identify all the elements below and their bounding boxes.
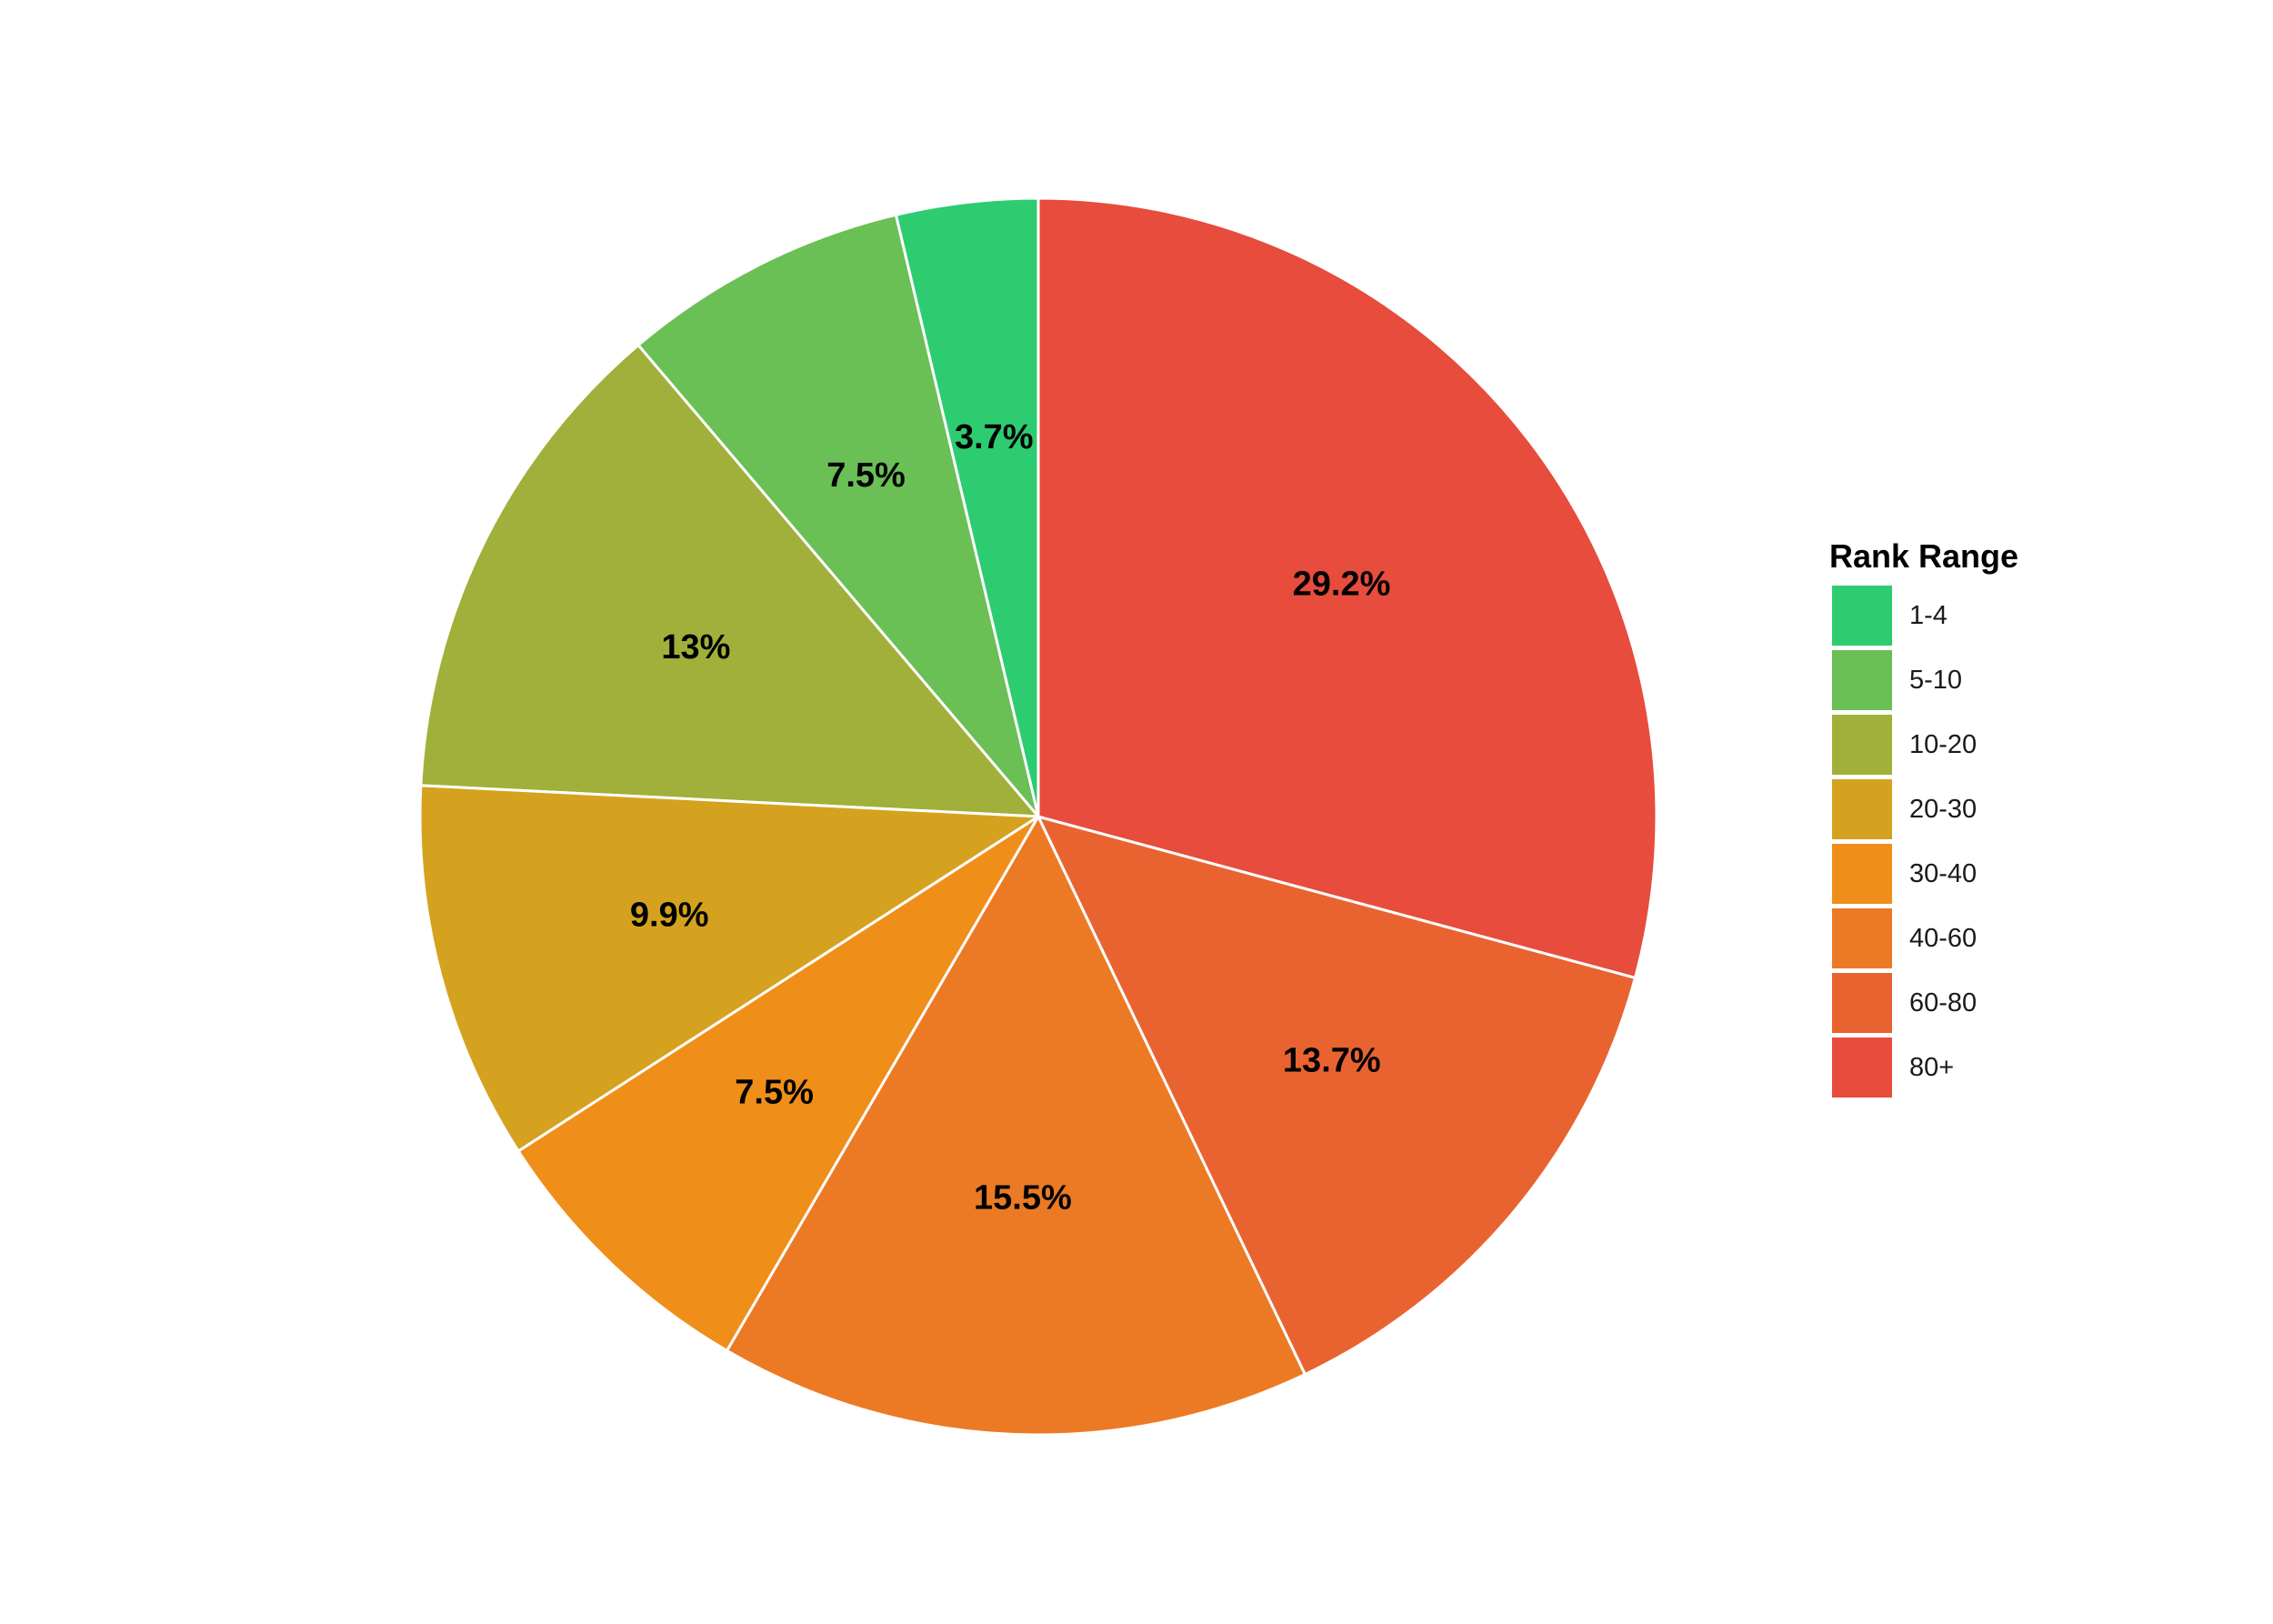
- legend-swatch-10-20: [1832, 715, 1892, 775]
- legend-label-30-40: 30-40: [1909, 859, 1977, 888]
- pie-slice-10-20: [419, 343, 1042, 818]
- slice-label-10-20: 13%: [661, 628, 730, 667]
- legend-label-80+: 80+: [1909, 1053, 1954, 1082]
- pie-slice-labels: 3.7% 7.5% 13% 9.9% 7.5% 15.5% 13.7% 29.2%: [630, 418, 1390, 1218]
- legend-label-40-60: 40-60: [1909, 924, 1977, 953]
- pie-slice-40-60: [725, 813, 1307, 1437]
- legend-swatch-20-30: [1832, 779, 1892, 839]
- pie-slices: [418, 196, 1658, 1437]
- pie-slice-60-80: [1036, 814, 1637, 1377]
- legend-swatch-5-10: [1832, 650, 1892, 710]
- legend-label-1-4: 1-4: [1909, 601, 1948, 630]
- pie-slice-20-30: [418, 784, 1043, 1154]
- slice-label-20-30: 9.9%: [630, 896, 709, 934]
- legend-swatch-1-4: [1832, 586, 1892, 646]
- legend-label-5-10: 5-10: [1909, 666, 1962, 695]
- legend-swatch-60-80: [1832, 973, 1892, 1033]
- legend-label-10-20: 10-20: [1909, 730, 1977, 759]
- pie-slice-80+: [1036, 196, 1658, 980]
- legend-swatch-30-40: [1832, 844, 1892, 904]
- slice-label-60-80: 13.7%: [1283, 1042, 1381, 1080]
- slice-label-40-60: 15.5%: [974, 1179, 1072, 1218]
- pie-slice-5-10: [636, 213, 1040, 817]
- legend-title: Rank Range: [1829, 537, 2018, 575]
- legend-label-60-80: 60-80: [1909, 988, 1977, 1018]
- slice-label-30-40: 7.5%: [735, 1073, 814, 1111]
- legend-label-20-30: 20-30: [1909, 795, 1977, 824]
- legend-items: 1-4 5-10 10-20 20-30 30-40 40-60 60-80 80+: [1832, 586, 1977, 1098]
- slice-label-1-4: 3.7%: [955, 418, 1034, 456]
- legend-swatch-40-60: [1832, 908, 1892, 968]
- slice-label-80+: 29.2%: [1293, 566, 1391, 604]
- pie-slice-30-40: [516, 815, 1040, 1353]
- slice-label-5-10: 7.5%: [826, 456, 906, 495]
- legend-swatch-80+: [1832, 1038, 1892, 1098]
- legend: Rank Range 1-4 5-10 10-20 20-30 30-40 40-60 60…: [1829, 537, 2018, 1098]
